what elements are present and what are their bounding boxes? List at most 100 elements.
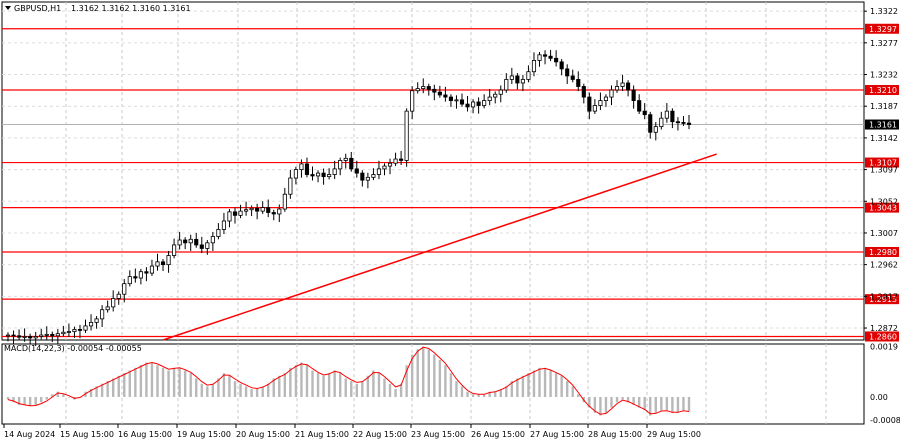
macd-bar xyxy=(455,381,458,397)
price-tick-label-1: 1.3277 xyxy=(870,39,898,48)
macd-bar xyxy=(89,389,93,397)
candle xyxy=(227,209,232,228)
candle xyxy=(22,328,27,342)
candle xyxy=(603,94,609,107)
macd-bar xyxy=(494,391,497,397)
macd-bar xyxy=(283,373,287,397)
candle-body xyxy=(570,75,575,80)
macd-bar xyxy=(338,373,342,397)
candle xyxy=(39,328,44,340)
candle-body xyxy=(315,172,321,177)
trendline-group[interactable] xyxy=(162,153,717,341)
candle xyxy=(382,163,387,176)
candle-body xyxy=(299,163,304,170)
macd-bar xyxy=(23,396,26,405)
candle xyxy=(465,96,470,112)
candle-body xyxy=(482,100,487,106)
time-tick-label-5: 21 Aug 15:00 xyxy=(295,430,349,439)
candle xyxy=(232,207,238,224)
macd-bar xyxy=(327,373,331,397)
candle-body xyxy=(288,177,293,195)
candle xyxy=(387,158,393,175)
macd-bar xyxy=(538,367,541,397)
time-tick-label-3: 19 Aug 15:00 xyxy=(177,430,231,439)
macd-bar xyxy=(217,378,220,397)
candle-body xyxy=(592,105,597,112)
macd-bar xyxy=(311,370,314,397)
level-tag-6 xyxy=(865,331,899,342)
candle xyxy=(83,319,88,333)
candle xyxy=(531,52,537,77)
candle xyxy=(166,250,171,273)
candle-body xyxy=(227,211,232,222)
symbol-dropdown-icon[interactable] xyxy=(5,6,11,10)
candle-body xyxy=(5,334,11,337)
candle xyxy=(410,86,415,120)
macd-bar xyxy=(95,386,98,397)
macd-bar xyxy=(388,383,392,397)
macd-bar xyxy=(422,346,425,397)
time-tick-label-8: 26 Aug 15:00 xyxy=(471,430,525,439)
level-tag-1 xyxy=(865,85,899,96)
candle-body xyxy=(172,244,177,256)
candle xyxy=(194,232,199,248)
macd-bar xyxy=(67,396,71,398)
macd-bar xyxy=(621,396,624,400)
macd-indicator xyxy=(6,346,691,416)
candle-body xyxy=(177,239,182,246)
macd-bar xyxy=(294,365,298,397)
candle xyxy=(155,253,160,271)
macd-bar xyxy=(471,394,475,397)
candle-body xyxy=(548,55,553,59)
grid xyxy=(2,2,864,424)
macd-bar xyxy=(676,396,680,413)
macd-bar xyxy=(521,375,525,397)
candle-body xyxy=(105,306,110,311)
candle xyxy=(144,267,149,282)
trendline[interactable] xyxy=(162,153,717,341)
candle-body xyxy=(188,238,193,244)
level-label-1: 1.3210 xyxy=(869,86,897,95)
candle-body xyxy=(399,158,404,161)
level-label-4: 1.2980 xyxy=(869,248,897,257)
candle-body xyxy=(72,329,77,332)
macd-bar xyxy=(322,375,325,397)
macd-bar xyxy=(100,383,104,397)
candle-body xyxy=(371,174,376,178)
candle-body xyxy=(50,333,55,337)
candle xyxy=(310,166,315,181)
price-tick-label-5: 1.3097 xyxy=(870,166,898,175)
candle xyxy=(338,157,343,176)
candle-body xyxy=(642,110,647,116)
macd-bar xyxy=(577,394,580,397)
candle-body xyxy=(598,100,603,106)
candle-body xyxy=(199,244,204,249)
candle-body xyxy=(44,333,49,336)
macd-bar xyxy=(28,396,32,407)
macd-bar xyxy=(56,391,60,397)
candle xyxy=(664,103,669,123)
candle xyxy=(260,201,265,214)
macd-bar xyxy=(272,378,275,397)
candle xyxy=(5,332,11,342)
level-label-0: 1.3297 xyxy=(869,25,897,34)
candle-body xyxy=(22,336,27,338)
candle xyxy=(476,97,481,114)
macd-bar xyxy=(444,365,447,397)
candle-body xyxy=(238,210,243,216)
candle xyxy=(393,152,398,167)
candle-body xyxy=(194,238,199,246)
candle-body xyxy=(282,193,287,210)
candle xyxy=(509,67,514,85)
macd-bar xyxy=(156,365,159,397)
macd-bar xyxy=(399,383,403,397)
candle xyxy=(432,84,437,101)
candle-body xyxy=(360,172,365,181)
macd-bar xyxy=(139,365,143,397)
macd-bar xyxy=(150,362,154,397)
candle xyxy=(609,85,614,106)
price-tick-label-4: 1.3142 xyxy=(870,134,898,143)
candle xyxy=(648,111,653,139)
macd-bar xyxy=(649,396,652,416)
